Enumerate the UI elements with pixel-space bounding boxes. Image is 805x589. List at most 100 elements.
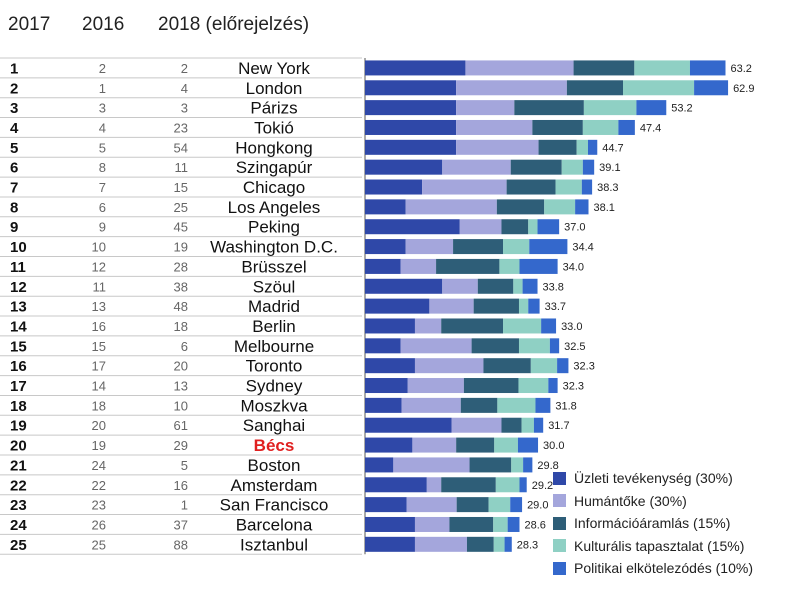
rank-2017: 24	[10, 517, 27, 534]
total-label: 37.0	[564, 222, 585, 234]
bar-segment	[535, 397, 551, 413]
bar-segment	[529, 239, 568, 255]
bar-segment	[365, 100, 457, 116]
bar-segment	[456, 100, 515, 116]
legend-item: Kulturális tapasztalat (15%)	[553, 535, 753, 558]
total-label: 63.2	[731, 63, 752, 75]
bar-segment	[544, 199, 576, 215]
rank-2017: 18	[10, 398, 27, 415]
total-label: 33.0	[561, 321, 582, 333]
bar-segment	[538, 139, 577, 155]
rank-2017: 25	[10, 537, 27, 554]
city-name: Peking	[248, 218, 300, 237]
rank-2018: 5	[181, 458, 188, 473]
rank-2016: 5	[99, 140, 106, 155]
bar-segment	[365, 60, 466, 76]
bar-segment	[548, 378, 558, 394]
bar-segment	[442, 278, 478, 294]
bar-segment	[510, 159, 562, 175]
total-label: 29.2	[532, 480, 553, 492]
city-name: Melbourne	[234, 337, 314, 356]
bar-segment	[518, 298, 529, 314]
bar-segment	[400, 258, 437, 274]
bar-segment	[460, 397, 498, 413]
bar-segment	[518, 378, 549, 394]
bar-segment	[528, 298, 540, 314]
rank-2016: 25	[92, 537, 106, 552]
rank-2017: 23	[10, 497, 27, 514]
rank-2017: 19	[10, 418, 27, 435]
chart-legend: Üzleti tevékenység (30%) Humántőke (30%) I…	[553, 467, 753, 580]
bar-segment	[532, 119, 583, 135]
bar-segment	[501, 219, 529, 235]
rank-2017: 17	[10, 378, 27, 395]
rank-2016: 10	[92, 240, 106, 255]
bar-segment	[510, 497, 523, 513]
rank-2017: 4	[10, 120, 19, 137]
rank-2016: 17	[92, 359, 106, 374]
legend-label: Kulturális tapasztalat (15%)	[574, 537, 745, 554]
bar-segment	[519, 258, 558, 274]
bar-segment	[587, 139, 598, 155]
bar-segment	[549, 338, 560, 354]
bar-segment	[466, 536, 494, 552]
bar-segment	[523, 457, 533, 473]
total-label: 28.6	[525, 519, 546, 531]
city-name: Isztanbul	[240, 535, 308, 554]
total-label: 34.4	[572, 242, 593, 254]
city-name: Washington D.C.	[210, 238, 338, 257]
bar-segment	[405, 239, 454, 255]
bar-segment	[583, 100, 637, 116]
city-name: Hongkong	[235, 138, 313, 157]
bar-segment	[365, 536, 415, 552]
rank-2018: 29	[174, 438, 188, 453]
bar-segment	[365, 417, 452, 433]
bar-segment	[507, 516, 520, 532]
city-name: Berlin	[252, 317, 295, 336]
bar-segment	[459, 219, 502, 235]
legend-swatch	[553, 561, 566, 575]
rank-2018: 11	[175, 160, 189, 175]
bar-segment	[689, 60, 726, 76]
bar-segment	[365, 397, 402, 413]
bar-segment	[530, 358, 558, 374]
total-label: 32.3	[573, 361, 594, 373]
legend-label: Politikai elkötelezódés (10%)	[574, 560, 753, 577]
bar-segment	[365, 318, 415, 334]
rank-2016: 4	[99, 120, 106, 135]
bar-segment	[401, 397, 461, 413]
bar-segment	[506, 179, 556, 195]
total-label: 30.0	[543, 440, 564, 452]
bar-segment	[365, 378, 408, 394]
bar-segment	[365, 477, 427, 493]
rank-2016: 11	[93, 279, 107, 294]
rank-2018: 6	[181, 339, 188, 354]
rank-2016: 1	[99, 81, 106, 96]
total-label: 31.8	[555, 400, 576, 412]
bar-segment	[365, 199, 406, 215]
bar-segment	[575, 199, 589, 215]
legend-swatch	[553, 516, 566, 530]
total-label: 33.7	[545, 301, 566, 313]
rank-2017: 21	[10, 457, 27, 474]
bar-segment	[441, 477, 496, 493]
rank-2017: 2	[10, 80, 18, 97]
bar-segment	[365, 437, 413, 453]
bar-segment	[541, 318, 557, 334]
rank-2016: 26	[92, 517, 106, 532]
rank-2016: 22	[92, 478, 106, 493]
bar-segment	[493, 516, 508, 532]
bar-segment	[636, 100, 667, 116]
rank-2017: 22	[10, 477, 27, 494]
total-label: 29.8	[537, 460, 558, 472]
legend-swatch	[553, 494, 566, 508]
total-label: 28.3	[517, 539, 538, 551]
city-name: Moszkva	[240, 396, 308, 415]
bar-segment	[436, 258, 500, 274]
bar-segment	[365, 80, 457, 96]
bar-segment	[406, 497, 457, 513]
bar-segment	[365, 516, 415, 532]
rank-2017: 10	[10, 239, 27, 256]
bar-segment	[582, 119, 619, 135]
rank-2016: 14	[92, 379, 106, 394]
